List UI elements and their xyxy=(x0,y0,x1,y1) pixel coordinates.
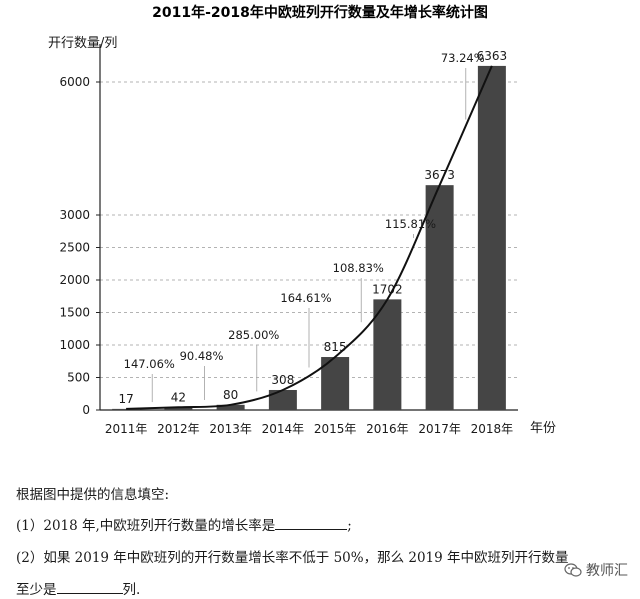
question-2-line1: (2）如果 2019 年中欧班列的开行数量增长率不低于 50%，那么 2019 … xyxy=(16,550,569,566)
y-tick-label: 2500 xyxy=(59,241,90,255)
growth-rate-label: 147.06% xyxy=(124,357,175,371)
chart-title: 2011年-2018年中欧班列开行数量及年增长率统计图 xyxy=(152,4,488,21)
growth-rate-label: 73.24% xyxy=(441,51,485,65)
value-label: 815 xyxy=(324,340,347,354)
value-label: 3673 xyxy=(424,168,455,182)
y-tick-label: 0 xyxy=(82,403,90,417)
y-axis-label: 开行数量/列 xyxy=(48,36,117,51)
x-tick-label: 2016年 xyxy=(366,422,409,436)
watermark: 教师汇 xyxy=(564,560,628,580)
value-label: 80 xyxy=(223,388,238,402)
question-1-text: (1）2018 年,中欧班列开行数量的增长率是 xyxy=(16,518,276,534)
growth-rate-label: 164.61% xyxy=(280,291,331,305)
value-label: 1702 xyxy=(372,282,403,296)
bar xyxy=(477,65,506,411)
x-tick-label: 2011年 xyxy=(105,422,148,436)
y-tick-label: 3000 xyxy=(59,208,90,222)
bar xyxy=(112,408,141,410)
question-2-end: 列. xyxy=(122,582,141,598)
wechat-icon xyxy=(564,563,582,577)
x-tick-label: 2013年 xyxy=(209,422,252,436)
x-tick-label: 2015年 xyxy=(314,422,357,436)
growth-rate-label: 285.00% xyxy=(228,328,279,342)
x-tick-label: 2018年 xyxy=(471,422,514,436)
value-label: 17 xyxy=(118,392,133,406)
value-label: 6363 xyxy=(477,49,508,63)
value-label: 42 xyxy=(171,390,186,404)
growth-rate-label: 108.83% xyxy=(333,261,384,275)
growth-rate-label: 90.48% xyxy=(180,349,224,363)
bar xyxy=(216,404,245,410)
bar xyxy=(268,389,297,410)
question-1: (1）2018 年,中欧班列开行数量的增长率是; xyxy=(16,514,352,534)
answer-blank-1[interactable] xyxy=(275,515,348,530)
question-intro: 根据图中提供的信息填空: xyxy=(16,487,170,503)
y-tick-label: 6000 xyxy=(59,75,90,89)
y-tick-label: 500 xyxy=(67,371,90,385)
answer-blank-2[interactable] xyxy=(56,579,123,594)
y-tick-label: 1500 xyxy=(59,306,90,320)
growth-rate-label: 115.81% xyxy=(385,217,436,231)
question-1-end: ; xyxy=(347,518,352,534)
bar xyxy=(373,299,402,410)
x-tick-label: 2017年 xyxy=(418,422,461,436)
question-2-start: 至少是 xyxy=(16,582,57,598)
y-tick-label: 1000 xyxy=(59,338,90,352)
x-tick-label: 2012年 xyxy=(157,422,200,436)
y-tick-label: 2000 xyxy=(59,273,90,287)
x-axis-label: 年份 xyxy=(530,421,556,436)
growth-curve xyxy=(126,65,493,410)
watermark-text: 教师汇 xyxy=(586,563,628,579)
bar xyxy=(425,185,454,410)
value-label: 308 xyxy=(271,373,294,387)
question-2-line2: 至少是 列. xyxy=(16,578,140,598)
bar xyxy=(164,407,193,410)
x-tick-label: 2014年 xyxy=(262,422,305,436)
